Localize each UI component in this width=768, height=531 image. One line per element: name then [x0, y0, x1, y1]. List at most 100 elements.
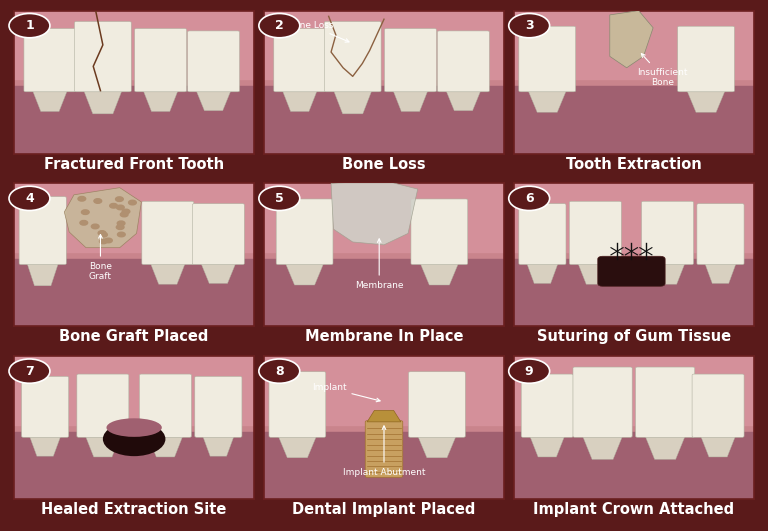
FancyBboxPatch shape	[521, 374, 573, 438]
Polygon shape	[283, 91, 317, 112]
Circle shape	[259, 13, 300, 38]
FancyBboxPatch shape	[519, 26, 576, 92]
Polygon shape	[144, 91, 178, 112]
Circle shape	[128, 200, 136, 205]
Bar	[514, 183, 754, 252]
Circle shape	[118, 221, 125, 226]
Text: Implant: Implant	[312, 383, 380, 402]
Polygon shape	[610, 11, 653, 68]
FancyBboxPatch shape	[519, 204, 566, 264]
FancyBboxPatch shape	[677, 26, 734, 92]
Bar	[514, 11, 754, 79]
Polygon shape	[151, 263, 185, 284]
Text: 4: 4	[25, 192, 34, 205]
Polygon shape	[530, 436, 564, 457]
Polygon shape	[32, 91, 68, 112]
Circle shape	[9, 359, 50, 383]
FancyBboxPatch shape	[366, 421, 402, 477]
Circle shape	[259, 186, 300, 210]
Polygon shape	[85, 436, 120, 457]
Circle shape	[80, 220, 88, 225]
Text: Bone Graft Placed: Bone Graft Placed	[59, 329, 209, 345]
Bar	[263, 183, 505, 252]
Text: 1: 1	[25, 19, 34, 32]
Bar	[263, 356, 505, 425]
Bar	[263, 87, 505, 153]
Text: Fractured Front Tooth: Fractured Front Tooth	[44, 157, 224, 172]
Text: Bone Loss: Bone Loss	[288, 21, 349, 42]
Text: 2: 2	[275, 19, 283, 32]
Bar	[14, 432, 254, 499]
FancyBboxPatch shape	[692, 374, 744, 438]
Text: 6: 6	[525, 192, 534, 205]
Circle shape	[100, 239, 108, 244]
Text: 7: 7	[25, 365, 34, 378]
Circle shape	[100, 233, 108, 237]
FancyBboxPatch shape	[195, 376, 242, 438]
FancyBboxPatch shape	[19, 196, 66, 264]
FancyBboxPatch shape	[697, 204, 744, 264]
Polygon shape	[578, 263, 613, 284]
Circle shape	[110, 203, 118, 208]
Polygon shape	[84, 91, 122, 114]
FancyBboxPatch shape	[276, 199, 333, 264]
Circle shape	[115, 197, 123, 201]
Polygon shape	[418, 436, 456, 458]
Polygon shape	[420, 263, 458, 285]
Circle shape	[508, 359, 550, 383]
Bar	[263, 259, 505, 326]
Polygon shape	[583, 436, 623, 459]
Circle shape	[9, 186, 50, 210]
Polygon shape	[700, 436, 736, 457]
FancyBboxPatch shape	[269, 372, 326, 438]
FancyBboxPatch shape	[192, 204, 244, 264]
Text: Suturing of Gum Tissue: Suturing of Gum Tissue	[537, 329, 731, 345]
Circle shape	[98, 230, 106, 235]
FancyBboxPatch shape	[77, 374, 129, 438]
FancyBboxPatch shape	[409, 372, 465, 438]
Polygon shape	[367, 410, 401, 422]
Circle shape	[78, 196, 86, 201]
Circle shape	[508, 186, 550, 210]
Circle shape	[81, 210, 89, 215]
Bar	[263, 432, 505, 499]
Circle shape	[116, 225, 124, 229]
Bar	[14, 11, 254, 79]
Polygon shape	[197, 91, 231, 110]
Bar	[514, 356, 754, 425]
Bar	[514, 259, 754, 326]
FancyBboxPatch shape	[636, 367, 695, 438]
Text: Implant Abutment: Implant Abutment	[343, 426, 425, 477]
Text: Healed Extraction Site: Healed Extraction Site	[41, 502, 227, 517]
Bar	[514, 432, 754, 499]
Text: Dental Implant Placed: Dental Implant Placed	[293, 502, 475, 517]
FancyBboxPatch shape	[142, 201, 194, 264]
Text: 3: 3	[525, 19, 534, 32]
Text: Bone
Graft: Bone Graft	[89, 235, 112, 281]
Text: 9: 9	[525, 365, 534, 378]
Polygon shape	[278, 436, 316, 458]
FancyBboxPatch shape	[140, 374, 191, 438]
Text: Insufficient
Bone: Insufficient Bone	[637, 54, 688, 87]
FancyBboxPatch shape	[324, 22, 381, 92]
Ellipse shape	[103, 422, 165, 456]
Polygon shape	[650, 263, 685, 284]
Polygon shape	[528, 91, 566, 112]
FancyBboxPatch shape	[74, 22, 131, 92]
Polygon shape	[645, 436, 685, 459]
Polygon shape	[393, 91, 428, 112]
FancyBboxPatch shape	[22, 376, 68, 438]
Circle shape	[117, 205, 124, 210]
Text: 8: 8	[275, 365, 283, 378]
FancyBboxPatch shape	[573, 367, 632, 438]
Circle shape	[104, 238, 112, 243]
Polygon shape	[65, 187, 141, 247]
Polygon shape	[687, 91, 725, 112]
Circle shape	[91, 224, 99, 229]
Polygon shape	[527, 263, 558, 284]
FancyBboxPatch shape	[385, 29, 436, 92]
Polygon shape	[27, 263, 58, 286]
FancyBboxPatch shape	[273, 29, 326, 92]
Circle shape	[122, 209, 130, 214]
FancyBboxPatch shape	[24, 29, 76, 92]
